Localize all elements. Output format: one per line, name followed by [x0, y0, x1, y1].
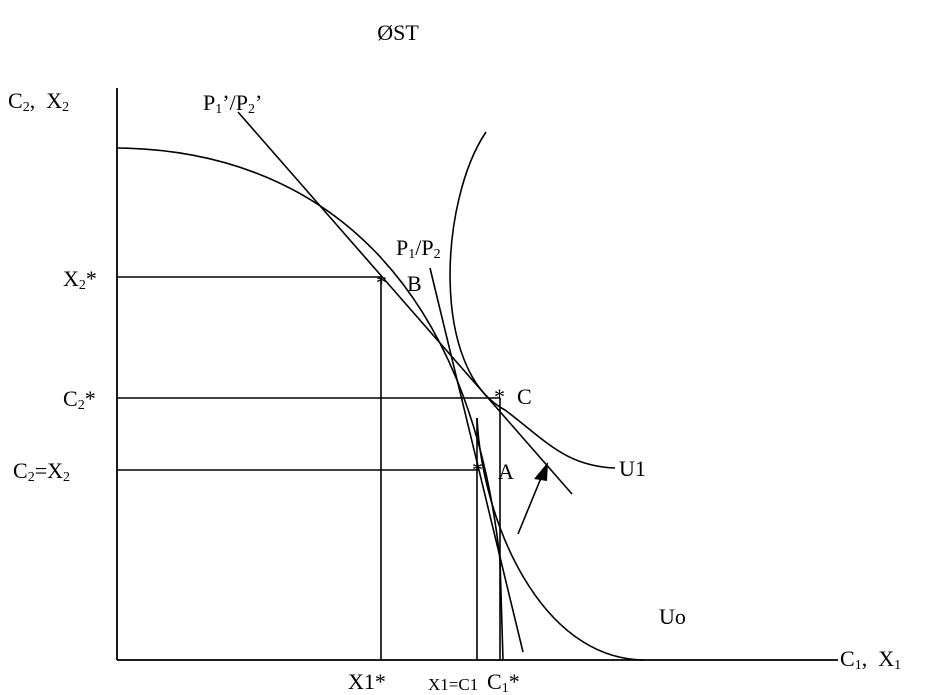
x-tick-c1-star: C1*: [487, 669, 520, 695]
point-b-marker: *: [376, 270, 387, 295]
x-axis-label: C1, X1: [840, 646, 901, 673]
price-line-new-label: P1’/P2’: [203, 90, 262, 117]
point-b-label: B: [407, 271, 422, 296]
point-c-label: C: [517, 384, 532, 409]
curve-u0-label: Uo: [659, 604, 686, 629]
y-tick-c2-star: C2*: [63, 386, 96, 413]
point-a-label: A: [498, 459, 514, 484]
point-c-marker: *: [494, 384, 505, 409]
indifference-curve-u0: [476, 417, 646, 661]
y-axis-label: C2, X2: [8, 88, 69, 115]
price-line-new: [237, 111, 573, 495]
curve-u1-label: U1: [619, 456, 646, 481]
shift-arrow-head: [534, 462, 548, 481]
x-tick-x1-star: X1*: [348, 669, 386, 694]
y-tick-x2-star: X2*: [63, 266, 97, 293]
point-a-marker: *: [472, 457, 483, 482]
production-frontier-curve: [116, 147, 504, 661]
indifference-curve-u1: [449, 131, 616, 469]
diagram-title: ØST: [377, 20, 419, 45]
shift-arrow-shaft: [517, 477, 542, 535]
x-tick-x1-eq-c1: X1=C1: [428, 675, 478, 694]
y-tick-c2-eq-x2: C2=X2: [13, 458, 70, 485]
price-line-old-label: P1/P2: [396, 235, 441, 262]
